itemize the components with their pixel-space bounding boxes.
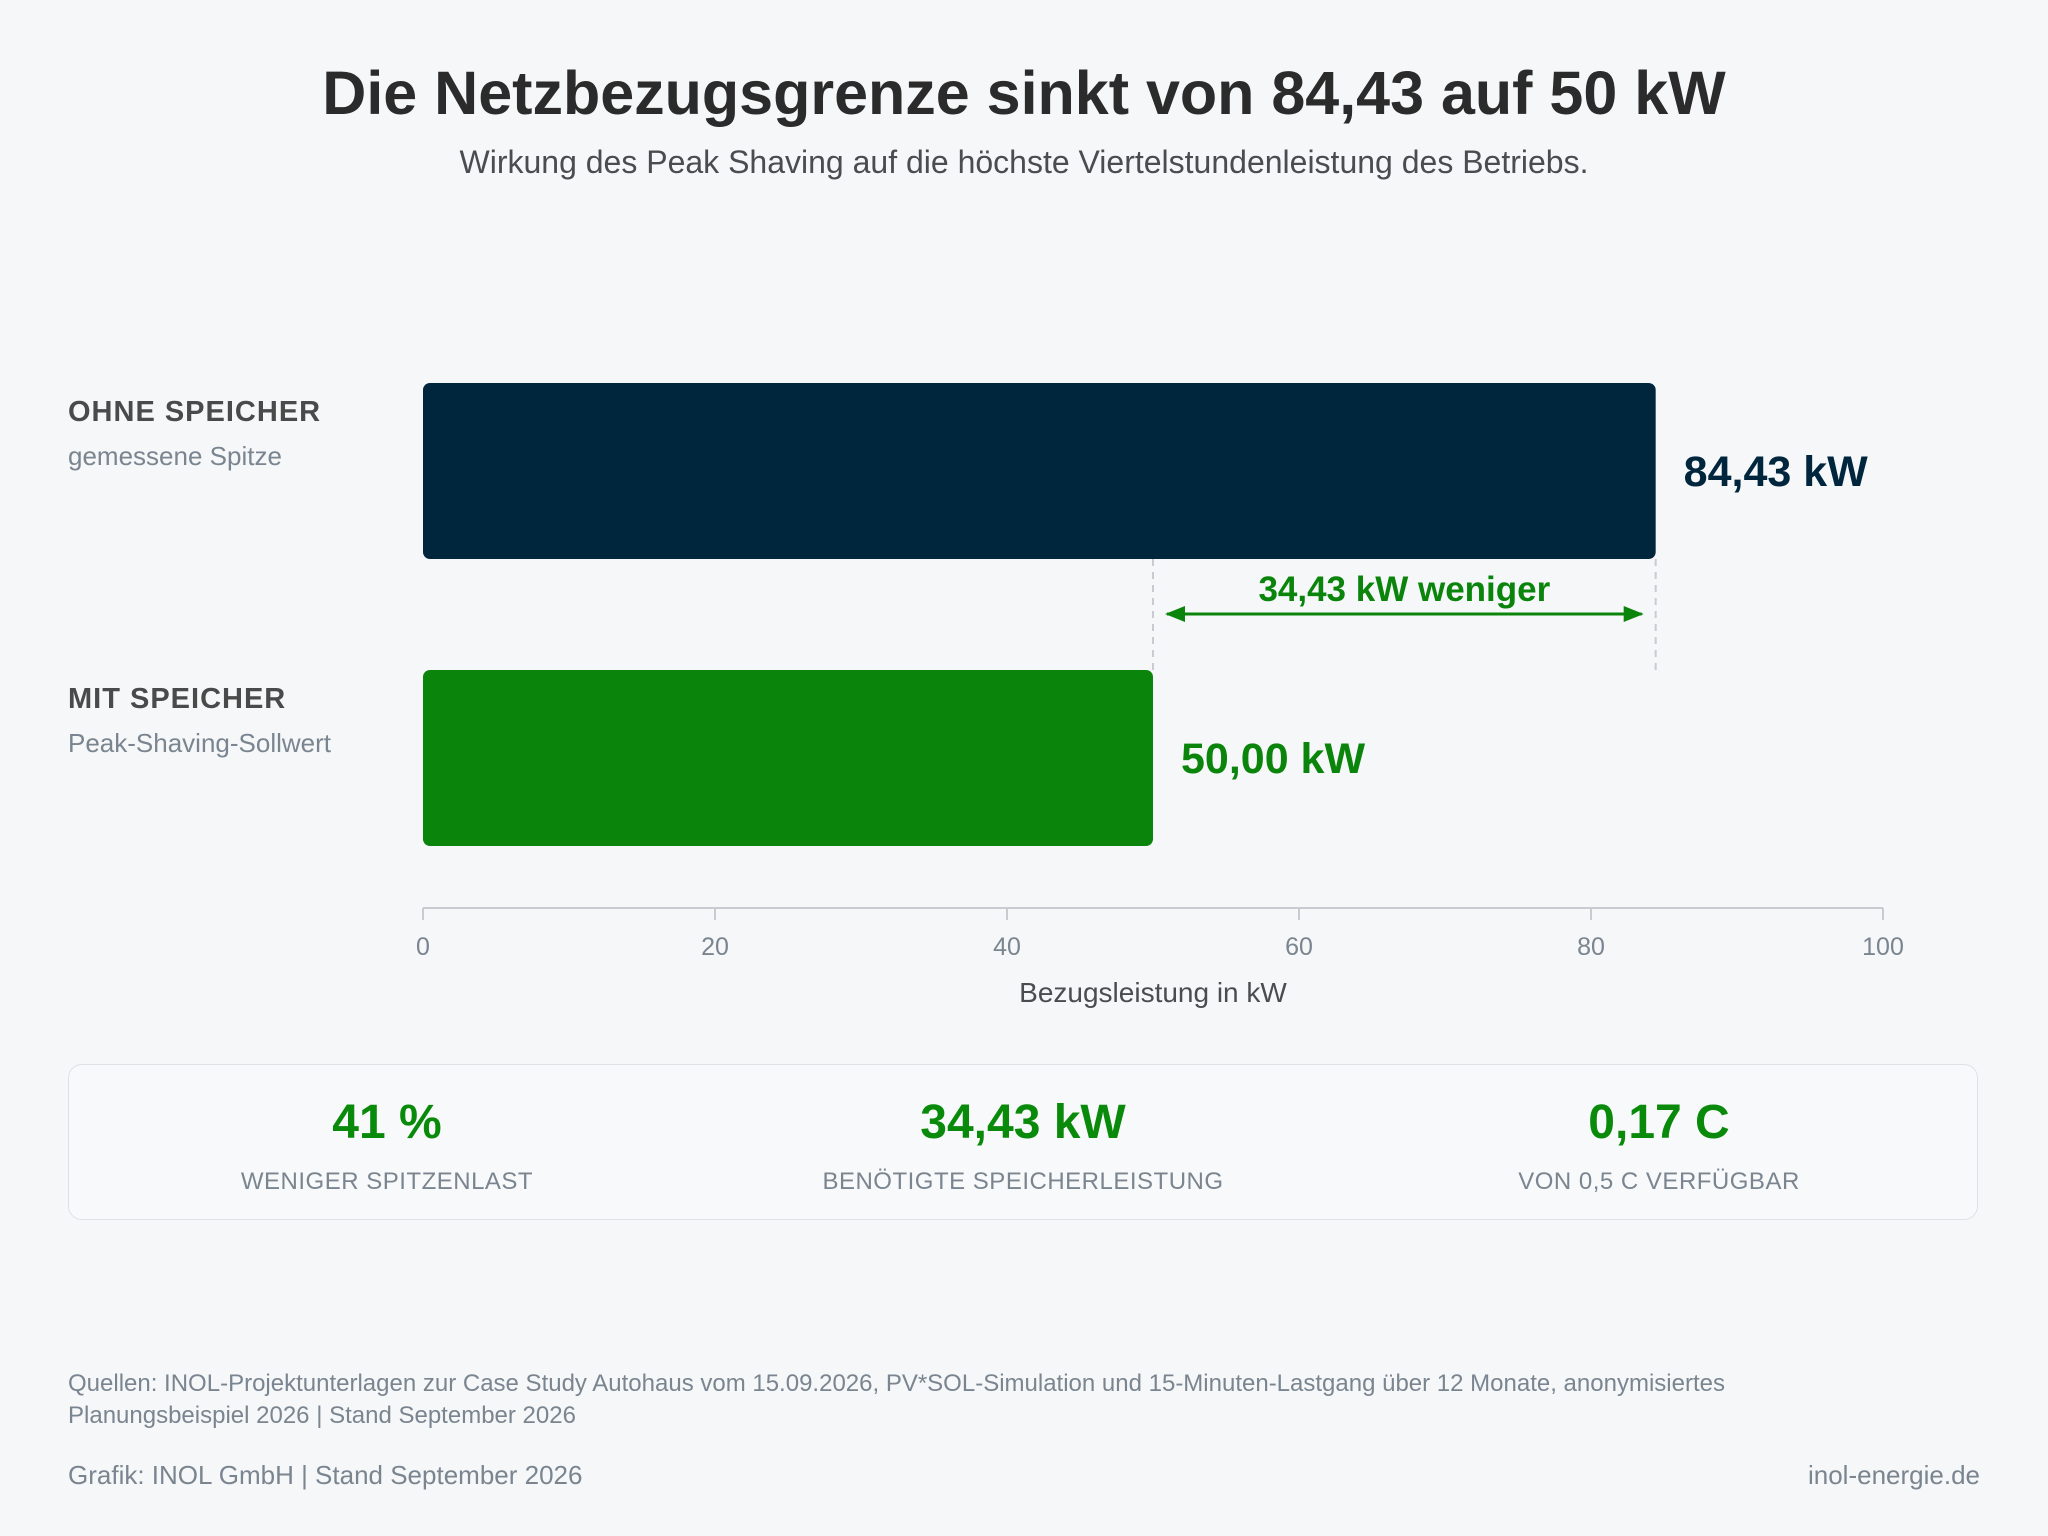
row-label-ohne-speicher: OHNE SPEICHER gemessene Spitze <box>68 396 321 472</box>
chart-subtitle: Wirkung des Peak Shaving auf die höchste… <box>459 144 1589 180</box>
x-tick-label-5: 100 <box>1862 933 1904 961</box>
kpi-value: 34,43 kW <box>920 1096 1126 1149</box>
x-tick-label-4: 80 <box>1577 933 1605 961</box>
row-name: MIT SPEICHER <box>68 683 287 715</box>
x-tick-label-1: 20 <box>701 933 729 961</box>
x-tick-label-2: 40 <box>993 933 1021 961</box>
bar-chart: 84,43 kW 50,00 kW 34,43 kW weniger 0 20 40 60 8… <box>416 383 1904 1008</box>
x-axis-label: Bezugsleistung in kW <box>1019 977 1287 1008</box>
graphic-credit: Grafik: INOL GmbH | Stand September 2026 <box>68 1460 583 1490</box>
kpi-label: VON 0,5 C VERFÜGBAR <box>1518 1168 1800 1195</box>
row-description: Peak-Shaving-Sollwert <box>68 728 332 758</box>
bar-value-label-0: 84,43 kW <box>1684 448 1868 496</box>
x-tick-label-0: 0 <box>416 933 430 961</box>
kpi-storage-power: 34,43 kW BENÖTIGTE SPEICHERLEISTUNG <box>705 1065 1341 1196</box>
kpi-value: 0,17 C <box>1588 1096 1730 1149</box>
difference-arrow-head-left <box>1165 606 1185 622</box>
kpi-c-rate: 0,17 C VON 0,5 C VERFÜGBAR <box>1341 1065 1977 1196</box>
row-name: OHNE SPEICHER <box>68 396 322 428</box>
sources-note: Quellen: INOL-Projektunterlagen zur Case… <box>68 1370 1725 1429</box>
bar-1 <box>423 670 1153 846</box>
kpi-label: BENÖTIGTE SPEICHERLEISTUNG <box>822 1168 1224 1195</box>
bar-0 <box>423 383 1656 559</box>
kpi-label: WENIGER SPITZENLAST <box>240 1168 534 1195</box>
difference-arrow-head-right <box>1623 606 1644 622</box>
row-description: gemessene Spitze <box>68 441 282 471</box>
kpi-panel: 41 % WENIGER SPITZENLAST 34,43 kW BENÖTI… <box>68 1064 1978 1220</box>
row-label-mit-speicher: MIT SPEICHER Peak-Shaving-Sollwert <box>68 683 331 759</box>
difference-annotation: 34,43 kW weniger <box>1258 570 1550 609</box>
bar-value-label-1: 50,00 kW <box>1181 735 1365 783</box>
website-link[interactable]: inol-energie.de <box>1807 1460 1980 1490</box>
chart-title: Die Netzbezugsgrenze sinkt von 84,43 auf… <box>322 59 1726 127</box>
kpi-reduction: 41 % WENIGER SPITZENLAST <box>69 1065 705 1196</box>
kpi-value: 41 % <box>332 1096 442 1149</box>
x-tick-label-3: 60 <box>1285 933 1313 961</box>
